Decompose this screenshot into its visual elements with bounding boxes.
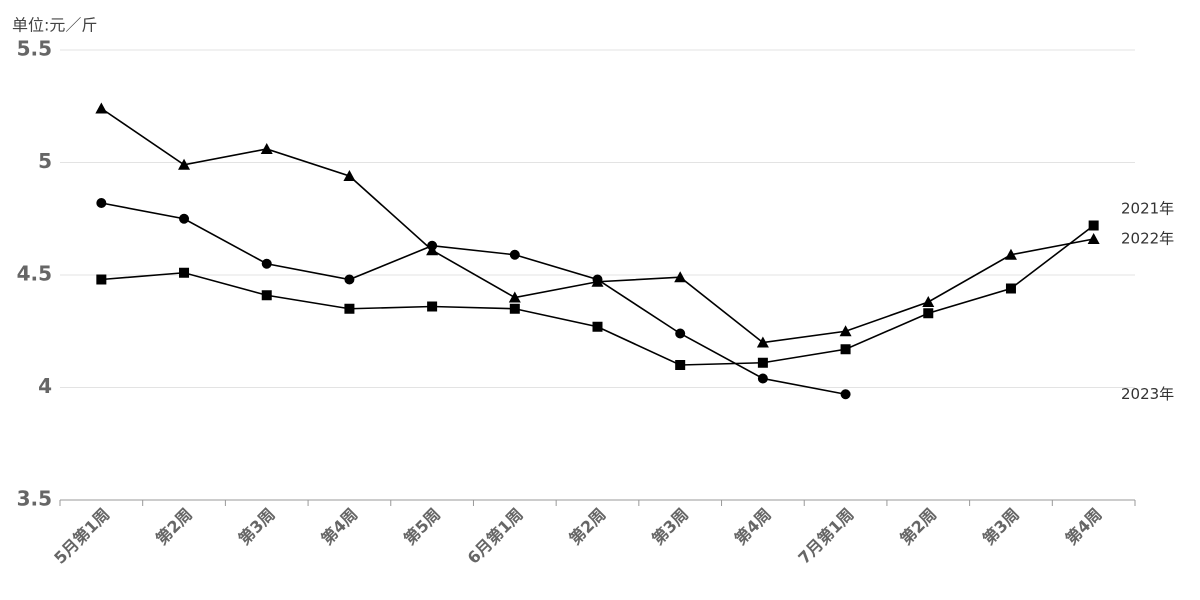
point	[261, 290, 272, 301]
point	[1005, 283, 1016, 294]
point	[840, 389, 851, 400]
y-tick-label: 5.5	[17, 37, 52, 61]
point	[96, 198, 107, 208]
point	[179, 213, 190, 224]
y-tick-label: 5	[38, 149, 52, 173]
x-tick-label: 第5周	[400, 505, 444, 549]
point	[509, 303, 520, 314]
series-label: 2021年	[1121, 200, 1174, 218]
point	[343, 170, 356, 181]
point	[344, 274, 355, 285]
point	[592, 274, 603, 285]
x-tick-label: 第3周	[235, 505, 279, 549]
point	[675, 360, 686, 370]
point	[1004, 248, 1017, 260]
series-line	[100, 107, 1094, 344]
point	[260, 143, 273, 154]
x-tick-label: 第4周	[1062, 505, 1106, 549]
point	[427, 240, 438, 251]
point	[95, 102, 108, 114]
unit-label: 单位:元／斤	[12, 16, 97, 35]
point	[1088, 220, 1099, 231]
point	[178, 158, 191, 170]
point	[261, 258, 272, 269]
point	[757, 373, 768, 384]
point	[674, 271, 687, 283]
x-tick-label: 第4周	[731, 505, 775, 549]
x-tick-label: 7月第1周	[794, 505, 857, 568]
series-line	[101, 224, 1095, 366]
point	[922, 296, 935, 307]
series-label: 2023年	[1121, 385, 1174, 403]
point	[675, 328, 686, 339]
point	[509, 249, 520, 260]
point	[1087, 233, 1100, 244]
x-tick-label: 6月第1周	[464, 505, 527, 568]
x-tick-label: 第2周	[896, 505, 940, 549]
point	[179, 267, 190, 278]
x-tick-label: 第3周	[648, 505, 692, 549]
x-tick-label: 5月第1周	[50, 505, 113, 568]
x-tick-label: 第4周	[317, 505, 361, 549]
y-tick-label: 4	[38, 374, 52, 398]
point	[840, 344, 851, 355]
x-tick-label: 第2周	[566, 505, 610, 549]
x-tick-label: 第2周	[152, 505, 196, 549]
point	[839, 325, 852, 337]
point	[757, 357, 768, 368]
series-label: 2022年	[1121, 230, 1174, 248]
series-line	[101, 202, 846, 396]
point	[427, 301, 438, 312]
y-tick-label: 3.5	[17, 487, 52, 511]
point	[96, 274, 107, 285]
point	[508, 291, 521, 303]
point	[756, 336, 769, 348]
point	[344, 303, 355, 314]
point	[592, 321, 603, 332]
x-tick-label: 第3周	[979, 505, 1023, 549]
point	[923, 308, 934, 319]
y-tick-label: 4.5	[17, 262, 52, 286]
